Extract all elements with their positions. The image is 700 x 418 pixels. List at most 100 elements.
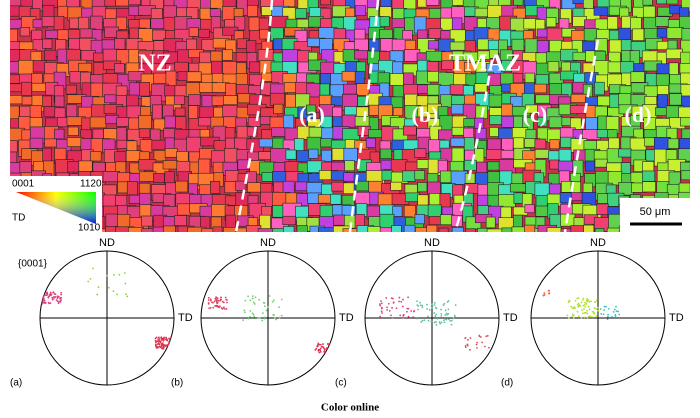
pole-dot	[584, 301, 586, 304]
grain	[269, 92, 285, 106]
pole-dot	[480, 336, 482, 338]
grain	[320, 0, 331, 6]
pole-right-label: TD	[178, 312, 193, 324]
grain	[692, 119, 700, 135]
pole-dot	[450, 319, 453, 322]
pole-dot	[162, 346, 165, 349]
pole-dot	[252, 301, 255, 304]
grain	[689, 181, 690, 195]
grain	[642, 181, 656, 193]
grain	[42, 147, 52, 163]
grain	[343, 172, 356, 182]
pole-panel-label: (b)	[171, 378, 183, 389]
pole-dot	[253, 303, 256, 305]
pole-dot	[578, 304, 580, 307]
pole-dot	[580, 316, 583, 319]
pole-dot	[165, 336, 167, 339]
pole-panel-label: (c)	[335, 378, 347, 389]
grain	[381, 170, 393, 181]
grain	[344, 160, 355, 172]
grain	[138, 128, 151, 138]
pole-dot	[323, 348, 326, 350]
grain	[341, 194, 355, 207]
pole-dot	[410, 310, 413, 312]
pole-dot	[381, 307, 383, 310]
grain	[354, 5, 367, 16]
pole-dot	[596, 306, 599, 309]
pole-dot	[570, 315, 573, 318]
grain	[594, 228, 605, 232]
grain	[451, 227, 464, 232]
pole-dot	[582, 304, 585, 307]
grain	[272, 228, 289, 232]
pole-dot	[207, 302, 210, 304]
pole-dot	[42, 301, 45, 304]
pole-dot	[212, 306, 215, 309]
grain	[427, 204, 442, 219]
pole-dot	[42, 298, 45, 301]
grain	[42, 38, 53, 49]
grain	[691, 17, 700, 30]
pole-dot	[216, 304, 219, 307]
pole-dot	[220, 296, 222, 299]
pole-dot	[112, 290, 115, 293]
pole-dot	[224, 296, 227, 299]
grain	[680, 117, 690, 127]
pole-dot	[316, 344, 319, 346]
scale-text: 50 μm	[640, 206, 671, 218]
ebsd-map: NZ TMAZ (a) (b) (c) (d)	[10, 0, 700, 232]
pole-dot	[485, 335, 488, 338]
grain	[285, 149, 297, 160]
pole-dot	[576, 303, 579, 306]
pole-dot	[315, 347, 318, 350]
pole-dot	[481, 341, 484, 344]
grain	[678, 148, 690, 162]
grain	[173, 95, 185, 105]
grain	[273, 103, 284, 115]
pole-dot	[606, 318, 609, 321]
pole-dot	[155, 346, 158, 349]
grain	[524, 204, 535, 214]
region-label: (b)	[412, 102, 439, 127]
grain	[404, 183, 418, 195]
pole-dot	[97, 286, 100, 289]
grain	[164, 148, 178, 158]
pole-dot	[49, 302, 52, 304]
grain	[210, 50, 223, 63]
pole-dot	[581, 299, 584, 301]
grain	[666, 0, 679, 5]
grain	[620, 39, 632, 51]
pole-dot	[44, 302, 47, 305]
pole-dot	[168, 341, 170, 343]
grain	[594, 158, 608, 168]
grain	[317, 194, 332, 204]
pole-dot	[450, 323, 453, 326]
pole-right-label: TD	[669, 312, 684, 324]
pole-dot	[617, 310, 619, 313]
pole-dot	[607, 313, 609, 316]
grain	[67, 126, 79, 136]
pole-dot	[242, 319, 245, 322]
pole-dot	[52, 291, 54, 294]
grain	[54, 95, 65, 108]
grain	[177, 203, 191, 216]
pole-dot	[379, 304, 382, 307]
pole-dot	[381, 312, 383, 314]
grain	[105, 226, 118, 232]
pole-dot	[160, 344, 163, 346]
pole-dot	[568, 300, 571, 303]
pole-dot	[96, 293, 99, 296]
pole-dot	[168, 338, 171, 341]
grain	[319, 83, 330, 96]
pole-dot	[435, 313, 438, 316]
pole-dot	[431, 306, 434, 309]
pole-dot	[421, 319, 424, 322]
grain	[680, 170, 690, 181]
grain	[665, 48, 683, 59]
pole-dot	[49, 293, 52, 296]
grain	[222, 104, 238, 118]
pole-dot	[582, 297, 585, 300]
pole-dot	[49, 291, 52, 294]
pole-dot	[380, 310, 383, 313]
grain	[283, 0, 296, 8]
